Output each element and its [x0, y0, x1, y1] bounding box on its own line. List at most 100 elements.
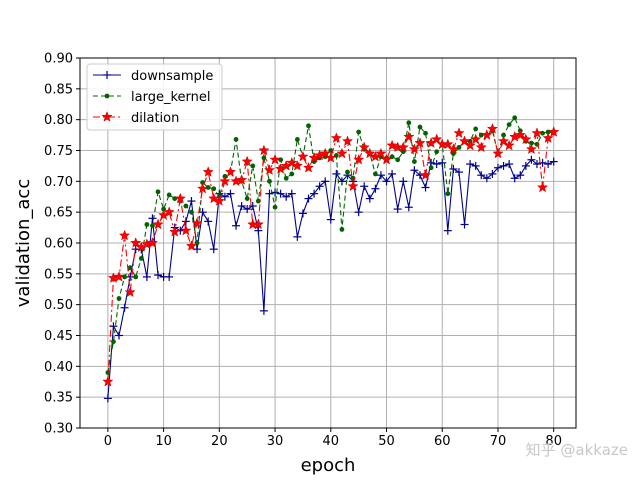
data-point-downsample [310, 189, 319, 198]
data-point-downsample [516, 171, 525, 180]
legend-marker-downsample [103, 71, 111, 79]
data-point-dilation [330, 132, 342, 143]
data-point-large-kernel [155, 189, 161, 195]
data-point-dilation [486, 122, 498, 134]
data-point-large-kernel [138, 256, 144, 261]
y-tick-label: 0.40 [44, 360, 73, 375]
data-point-downsample [287, 189, 296, 198]
data-point-dilation [118, 229, 131, 241]
data-point-downsample [181, 217, 190, 226]
data-point-downsample [315, 182, 324, 191]
x-tick-label: 70 [490, 434, 507, 449]
data-point-dilation [447, 143, 459, 155]
data-point-dilation [180, 224, 192, 236]
data-point-downsample [460, 220, 469, 229]
data-point-downsample [521, 161, 530, 170]
data-point-dilation [291, 159, 303, 171]
data-point-dilation [325, 151, 337, 163]
data-point-dilation [380, 153, 393, 165]
data-point-downsample [165, 272, 174, 281]
data-point-downsample [354, 208, 363, 217]
data-point-dilation [269, 153, 281, 165]
data-point-dilation [525, 143, 538, 155]
data-point-dilation [520, 133, 532, 145]
data-point-downsample [209, 245, 218, 254]
data-point-dilation [353, 153, 365, 165]
data-point-dilation [202, 166, 214, 177]
legend-marker-large-kernel [104, 93, 110, 99]
data-point-dilation [174, 192, 186, 204]
data-point-dilation [113, 271, 125, 282]
data-point-large-kernel [111, 339, 116, 345]
y-axis-label: validation_acc [13, 179, 34, 307]
data-point-dilation [403, 130, 415, 142]
data-point-downsample [103, 394, 112, 403]
data-point-large-kernel [150, 223, 155, 229]
data-point-dilation [514, 129, 526, 140]
data-point-large-kernel [506, 122, 512, 127]
data-point-large-kernel [272, 204, 278, 210]
data-point-downsample [466, 160, 475, 169]
data-point-downsample [488, 169, 497, 178]
data-point-dilation [531, 127, 543, 138]
data-point-large-kernel [244, 196, 250, 202]
data-point-downsample [187, 197, 196, 206]
legend-frame [86, 63, 223, 131]
data-point-downsample [226, 189, 235, 198]
y-tick-label: 0.60 [44, 237, 73, 252]
data-point-downsample [332, 169, 341, 178]
data-point-large-kernel [205, 185, 211, 190]
data-point-dilation [536, 181, 549, 193]
y-tick-label: 0.90 [44, 52, 73, 67]
data-point-large-kernel [372, 171, 378, 177]
data-point-downsample [471, 161, 480, 170]
data-point-large-kernel [529, 140, 534, 146]
y-tick-label: 0.85 [44, 82, 73, 97]
legend: downsample large_kernel dilation [86, 63, 223, 131]
data-point-dilation [341, 135, 354, 147]
data-point-dilation [431, 133, 443, 145]
data-point-large-kernel [194, 240, 200, 246]
y-tick-label: 0.55 [44, 267, 73, 282]
data-point-downsample [154, 271, 163, 280]
data-point-dilation [397, 141, 409, 153]
data-point-dilation [124, 286, 136, 298]
data-point-dilation [470, 133, 482, 145]
data-point-downsample [126, 272, 135, 281]
data-point-dilation [197, 182, 209, 194]
data-point-downsample [410, 166, 419, 175]
x-axis-ticks: 0 10 20 30 40 50 60 70 80 [104, 428, 562, 449]
legend-label-dilation: dilation [131, 111, 179, 126]
y-axis-ticks: 0.30 0.35 0.40 0.45 0.50 0.55 0.60 0.65 0.70 0.75… [44, 52, 80, 437]
data-point-downsample [493, 163, 502, 172]
data-point-large-kernel [294, 137, 300, 142]
data-point-downsample [326, 215, 335, 224]
data-point-dilation [453, 127, 465, 138]
data-point-dilation [146, 237, 159, 248]
data-point-large-kernel [211, 186, 217, 192]
data-point-dilation [475, 141, 487, 153]
data-point-large-kernel [473, 126, 479, 132]
data-point-dilation [442, 138, 454, 150]
data-point-large-kernel [189, 209, 194, 215]
data-point-dilation [224, 166, 237, 177]
x-tick-label: 30 [267, 434, 284, 449]
data-point-dilation [130, 237, 142, 248]
data-point-large-kernel [127, 265, 133, 271]
data-point-large-kernel [434, 149, 440, 155]
data-point-large-kernel [183, 203, 189, 209]
data-point-downsample [432, 160, 441, 169]
data-point-large-kernel [501, 132, 506, 138]
y-tick-label: 0.70 [44, 175, 73, 190]
data-point-downsample [276, 189, 285, 198]
data-point-downsample [220, 192, 229, 201]
data-point-large-kernel [255, 198, 261, 204]
data-point-downsample [388, 169, 397, 178]
data-point-downsample [120, 303, 129, 312]
data-point-large-kernel [456, 145, 462, 150]
data-point-dilation [358, 141, 370, 153]
data-point-dilation [364, 147, 376, 159]
data-point-dilation [286, 156, 298, 168]
data-point-large-kernel [116, 296, 122, 301]
data-point-large-kernel [144, 222, 150, 227]
